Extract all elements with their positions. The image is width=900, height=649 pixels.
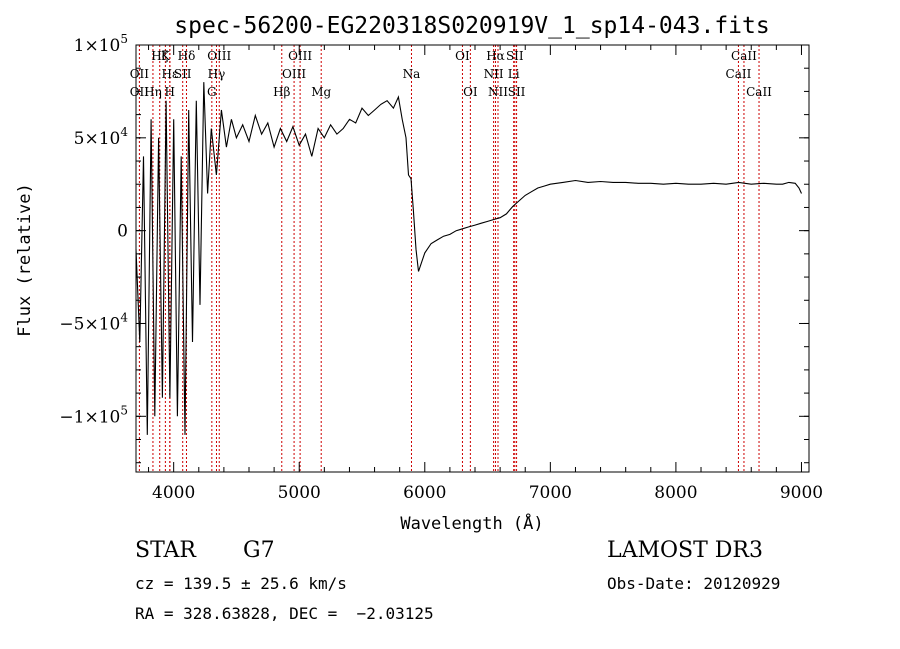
object-class: STAR <box>135 538 196 563</box>
y-tick-label: 1×105 <box>74 32 128 56</box>
spectral-line-markers <box>138 45 760 472</box>
spectral-line-label: OI <box>455 49 470 63</box>
spectral-line-label: K <box>161 49 171 63</box>
spectral-line-label: Na <box>403 67 421 81</box>
coordinates-text: RA = 328.63828, DEC = −2.03125 <box>135 604 434 623</box>
spectral-line-label: G <box>207 85 217 99</box>
spectral-line-label: SII <box>506 49 524 63</box>
spectral-line-label: CaII <box>731 49 757 63</box>
y-axis-label: Flux (relative) <box>15 183 35 337</box>
x-axis-label: Wavelength (Å) <box>400 512 543 534</box>
spectral-line-label: OI <box>463 85 478 99</box>
chart-title: spec-56200-EG220318S020919V_1_sp14-043.f… <box>174 13 769 39</box>
spectral-line-label: OIII <box>207 49 231 63</box>
x-axis-ticks: 4000 5000 6000 7000 8000 9000 <box>148 45 823 503</box>
spectral-line-label: Hζ <box>151 49 168 63</box>
spectral-line-label: CaII <box>746 85 772 99</box>
x-tick-label: 6000 <box>403 483 446 503</box>
spectral-line-label: NII <box>488 85 508 99</box>
x-tick-label: 7000 <box>529 483 572 503</box>
spectral-line-label: Hα <box>486 49 505 63</box>
spectral-line-label: NII <box>484 67 504 81</box>
spectral-line-label: Hγ <box>208 67 226 81</box>
spectral-line-label: OII <box>130 67 150 81</box>
redshift-text: cz = 139.5 ± 25.6 km/s <box>135 574 347 593</box>
spectral-line-label: SII <box>508 85 526 99</box>
spectral-line-label: Hδ <box>178 49 196 63</box>
y-tick-label: −1×105 <box>59 403 128 427</box>
spectral-line-label: Hη <box>144 85 162 99</box>
spectral-line-label: Hβ <box>273 85 290 99</box>
object-subclass: G7 <box>243 538 275 563</box>
spectral-line-label: OIII <box>288 49 312 63</box>
y-tick-label: 0 <box>117 222 128 242</box>
y-tick-label: −5×104 <box>59 310 128 334</box>
spectral-line-label: OIII <box>282 67 306 81</box>
survey-name: LAMOST DR3 <box>607 538 763 563</box>
y-tick-label: 5×104 <box>74 125 129 149</box>
obs-date-text: Obs-Date: 20120929 <box>607 574 781 593</box>
spectral-line-label: CaII <box>726 67 752 81</box>
x-tick-label: 9000 <box>780 483 823 503</box>
x-tick-label: 4000 <box>152 483 195 503</box>
spectral-line-labels: Hδ Hη HζK H Hε OII OII SII G Hγ OIII Hβ OIII OIII Mg Na… <box>130 49 772 99</box>
y-axis-ticks: 1×105 5×104 0 −5×104 −1×105 <box>59 32 809 464</box>
x-tick-label: 8000 <box>654 483 697 503</box>
spectral-line-label: Hε <box>162 67 179 81</box>
spectral-line-label: OII <box>130 85 150 99</box>
plot-frame <box>135 44 810 473</box>
x-tick-label: 5000 <box>278 483 321 503</box>
spectral-line-label: SII <box>174 67 192 81</box>
spectrum-line <box>135 82 803 435</box>
spectral-line-label: Li <box>508 67 520 81</box>
spectral-line-label: H <box>165 85 175 99</box>
spectral-line-label: Mg <box>311 85 331 99</box>
